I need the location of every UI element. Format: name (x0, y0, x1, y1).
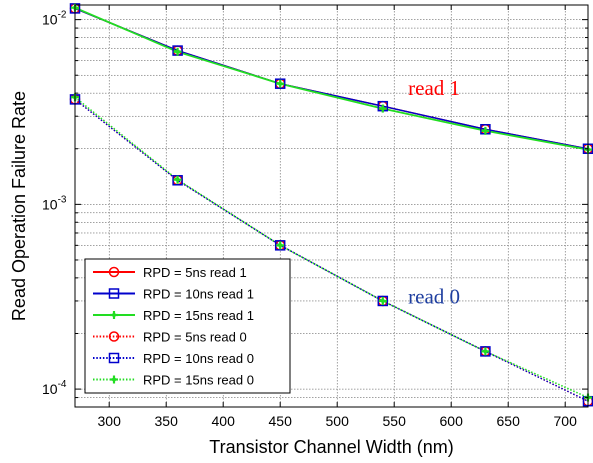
data-point-square (108, 352, 120, 364)
series-line (74, 96, 589, 399)
y-tick-label: 10-2 (42, 10, 67, 28)
legend-label: RPD = 10ns read 1 (143, 287, 254, 302)
x-axis-ticks: 300 350 400 450 500 550 600 650 700 (98, 5, 578, 429)
data-point-circle (108, 331, 120, 342)
legend-label: RPD = 5ns read 0 (143, 330, 247, 345)
x-tick-label: 600 (440, 413, 464, 429)
data-point-plus (481, 126, 490, 135)
data-point-plus (481, 347, 490, 356)
data-point-plus (378, 104, 387, 113)
x-tick-label: 450 (269, 413, 293, 429)
data-point-square (108, 288, 120, 299)
legend-entry: RPD = 15ns read 1 (93, 308, 254, 323)
data-point-plus (276, 241, 285, 250)
legend-entry: RPD = 5ns read 1 (93, 265, 247, 280)
series-lines (74, 6, 589, 402)
legend-entry: RPD = 15ns read 0 (93, 373, 254, 388)
data-point-square (274, 240, 286, 251)
data-point-circle (108, 266, 120, 278)
annotation-label: read 0 (408, 285, 460, 309)
legend-label: RPD = 15ns read 1 (143, 308, 254, 323)
data-point-plus (276, 79, 285, 88)
legend-label: RPD = 10ns read 0 (143, 351, 254, 366)
data-point-plus (173, 175, 182, 184)
data-point-plus (110, 375, 118, 384)
legend-entry: RPD = 10ns read 1 (93, 287, 254, 302)
x-tick-label: 650 (497, 413, 521, 429)
annotations: read 1 read 0 (408, 76, 460, 309)
x-tick-label: 500 (326, 413, 350, 429)
legend: RPD = 5ns read 1 RPD = 10ns read 1 RPD = 1… (84, 258, 291, 394)
x-axis-title: Transistor Channel Width (nm) (209, 437, 453, 457)
legend-entry: RPD = 5ns read 0 (93, 330, 247, 345)
plot-frame (74, 4, 589, 408)
data-point-square (480, 346, 491, 357)
series-line (74, 98, 589, 402)
x-tick-label: 700 (554, 413, 578, 429)
x-tick-label: 300 (98, 413, 122, 429)
data-point-plus (110, 311, 118, 319)
legend-box (84, 258, 291, 394)
x-tick-label: 550 (383, 413, 407, 429)
legend-label: RPD = 5ns read 1 (143, 265, 247, 280)
y-tick-label: 10-4 (42, 379, 67, 397)
data-point-square (377, 295, 389, 307)
y-axis-ticks: 10-2 10-3 10-4 (42, 10, 588, 408)
series-line (74, 6, 589, 151)
legend-label: RPD = 15ns read 0 (143, 373, 254, 388)
y-tick-label: 10-3 (42, 194, 67, 212)
y-axis-title: Read Operation Failure Rate (9, 91, 29, 321)
data-point-square (274, 78, 286, 89)
annotation-label: read 1 (408, 76, 460, 100)
data-point-plus (173, 47, 182, 56)
legend-entry: RPD = 10ns read 0 (93, 351, 254, 366)
x-tick-label: 350 (155, 413, 179, 429)
data-point-plus (378, 296, 387, 305)
x-tick-label: 400 (212, 413, 236, 429)
